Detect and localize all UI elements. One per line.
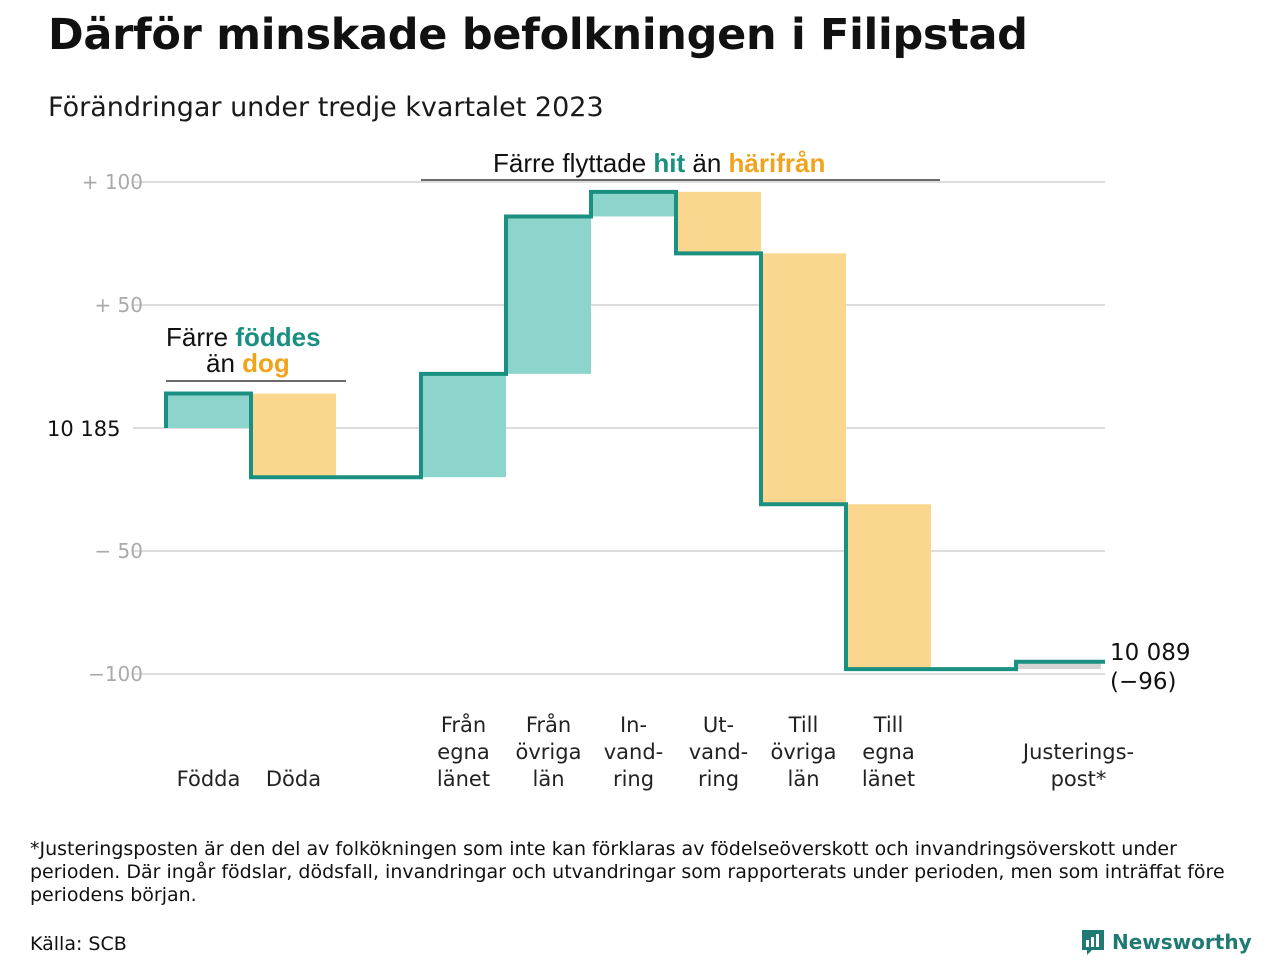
source-label: Källa: SCB [30,933,127,955]
annotation-births-deaths: Färre föddes än dog [166,322,346,382]
annotation-deaths-prefix: än [206,348,242,378]
annotation-migration: Färre flyttade hit än härifrån [421,148,940,181]
y-tick-label: − 50 [94,539,143,563]
waterfall-bar [421,373,506,478]
waterfall-bar [506,216,591,374]
x-category-label: Från egna länet [437,712,490,791]
chart-title: Därför minskade befolkningen i Filipstad [48,10,1028,60]
annotation-deaths-highlight: dog [242,348,290,378]
start-value-label: 10 185 [47,417,120,441]
x-category-label: In-vand-ring [604,713,664,791]
y-tick-label: −100 [88,662,143,686]
waterfall-bars [166,191,1101,670]
annotation-births-highlight: föddes [235,322,320,352]
waterfall-bar [846,504,931,670]
x-category-label: Döda [266,767,321,791]
end-change-label: (−96) [1110,669,1176,695]
svg-text:Färre flyttade hit än härifrån: Färre flyttade hit än härifrån [493,148,825,178]
annotation-migration-hit: hit [653,148,685,178]
x-category-label: Ut-vand-ring [689,713,749,791]
annotation-migration-prefix: Färre flyttade [493,148,653,178]
waterfall-bar [166,393,251,428]
waterfall-chart: + 100 + 50 − 50 −100 Födda Döda Från egna länet… [47,148,1190,791]
waterfall-bar [591,191,676,217]
annotation-births-prefix: Färre [166,322,235,352]
waterfall-bar [676,191,761,254]
waterfall-bar [1016,661,1101,670]
x-category-label: Till övriga län [771,713,837,791]
svg-text:Färre föddes: Färre föddes [166,322,321,352]
annotation-migration-mid: än [685,148,728,178]
x-axis-labels: Födda Döda Från egna länet Från övriga län In-va… [177,712,1134,791]
bar-chart-speech-icon [1082,930,1104,955]
y-tick-label: + 50 [94,293,143,317]
running-total-line [164,189,1105,672]
chart-subtitle: Förändringar under tredje kvartalet 2023 [48,92,604,123]
end-value-label: 10 089 [1110,640,1190,666]
gridlines [133,181,1105,675]
waterfall-bar [761,253,846,505]
waterfall-bar [251,393,336,478]
footnote: *Justeringsposten är den del av folkökni… [30,838,1225,906]
x-category-label: Till egna länet [862,713,915,791]
x-category-label: Från övriga län [516,712,582,791]
y-tick-label: + 100 [82,170,143,194]
logo-text: Newsworthy [1112,930,1252,954]
y-axis-ticks: + 100 + 50 − 50 −100 [82,170,143,686]
svg-text:än dog: än dog [206,348,290,378]
newsworthy-logo: Newsworthy [1080,928,1252,956]
annotation-migration-harifran: härifrån [729,148,826,178]
x-category-label: Födda [177,767,241,791]
x-category-label: Justerings-post* [1021,740,1134,791]
